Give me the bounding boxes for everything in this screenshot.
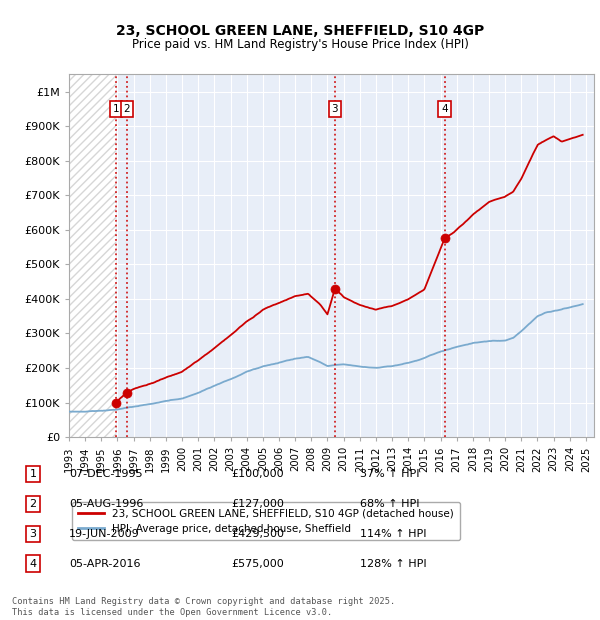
Text: 1: 1 (29, 469, 37, 479)
Text: £127,000: £127,000 (231, 499, 284, 509)
Text: 19-JUN-2009: 19-JUN-2009 (69, 529, 140, 539)
Text: 07-DEC-1995: 07-DEC-1995 (69, 469, 143, 479)
Text: £429,500: £429,500 (231, 529, 284, 539)
Text: 23, SCHOOL GREEN LANE, SHEFFIELD, S10 4GP: 23, SCHOOL GREEN LANE, SHEFFIELD, S10 4G… (116, 24, 484, 38)
Bar (69, 74, 116, 437)
Text: £575,000: £575,000 (231, 559, 284, 569)
Bar (69, 74, 116, 437)
Text: 2: 2 (29, 499, 37, 509)
Text: 05-APR-2016: 05-APR-2016 (69, 559, 140, 569)
Text: 37% ↑ HPI: 37% ↑ HPI (360, 469, 419, 479)
Text: 1: 1 (113, 104, 119, 114)
Text: £100,000: £100,000 (231, 469, 284, 479)
Text: 114% ↑ HPI: 114% ↑ HPI (360, 529, 427, 539)
Text: Contains HM Land Registry data © Crown copyright and database right 2025.
This d: Contains HM Land Registry data © Crown c… (12, 598, 395, 617)
Text: Price paid vs. HM Land Registry's House Price Index (HPI): Price paid vs. HM Land Registry's House … (131, 38, 469, 51)
Text: 2: 2 (124, 104, 130, 114)
Text: 05-AUG-1996: 05-AUG-1996 (69, 499, 143, 509)
Text: 3: 3 (29, 529, 37, 539)
Text: 4: 4 (441, 104, 448, 114)
Text: 4: 4 (29, 559, 37, 569)
Text: 128% ↑ HPI: 128% ↑ HPI (360, 559, 427, 569)
Text: 68% ↑ HPI: 68% ↑ HPI (360, 499, 419, 509)
Text: 3: 3 (332, 104, 338, 114)
Legend: 23, SCHOOL GREEN LANE, SHEFFIELD, S10 4GP (detached house), HPI: Average price, : 23, SCHOOL GREEN LANE, SHEFFIELD, S10 4G… (71, 502, 460, 540)
